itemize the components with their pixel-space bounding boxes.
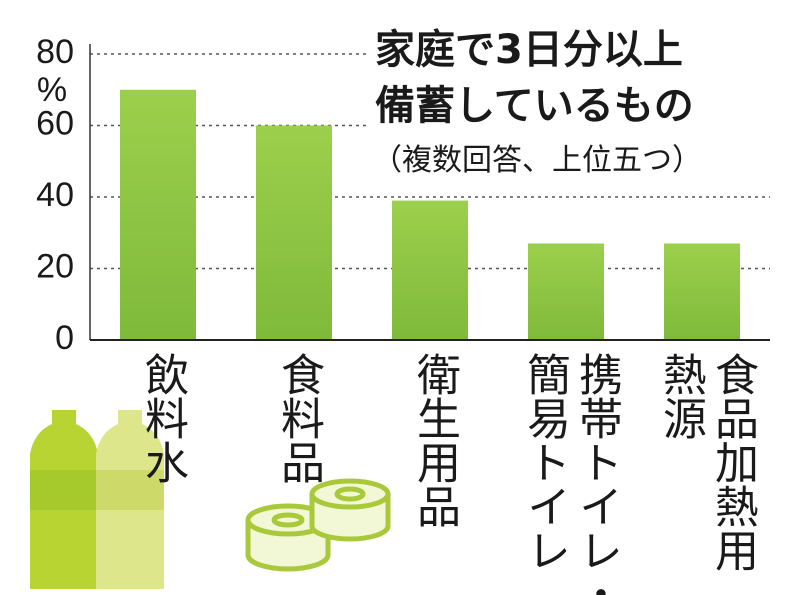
chart-title-line: 備蓄しているもの — [375, 83, 694, 129]
bar — [528, 243, 604, 340]
bar — [120, 89, 196, 340]
bars — [120, 89, 740, 340]
title-bg — [368, 22, 778, 182]
cans — [245, 478, 391, 572]
x-tick-label: 簡易トイレ — [519, 352, 570, 572]
chart-title-line: 家庭で3日分以上 — [375, 27, 683, 73]
x-tick-label: 衛生用品 — [409, 352, 461, 528]
bar — [392, 200, 468, 340]
y-tick-label: 20 — [36, 247, 74, 285]
y-tick-label: 60 — [36, 104, 74, 142]
x-tick-label: 携帯トイレ・ — [571, 352, 622, 595]
x-tick-label: 食品加熱用 — [707, 352, 758, 572]
bottles — [30, 410, 164, 589]
y-tick-label: 0 — [55, 319, 74, 357]
chart-subtitle: （複数回答、上位五つ） — [372, 143, 702, 178]
x-tick-label: 飲料水 — [137, 352, 188, 484]
y-unit: % — [37, 71, 67, 109]
y-tick-label: 80 — [36, 33, 74, 71]
x-tick-label: 食料品 — [273, 352, 324, 484]
bar — [664, 243, 740, 340]
y-tick-label: 40 — [36, 176, 74, 214]
x-tick-label: 熱源 — [655, 352, 706, 440]
bar — [256, 125, 332, 340]
